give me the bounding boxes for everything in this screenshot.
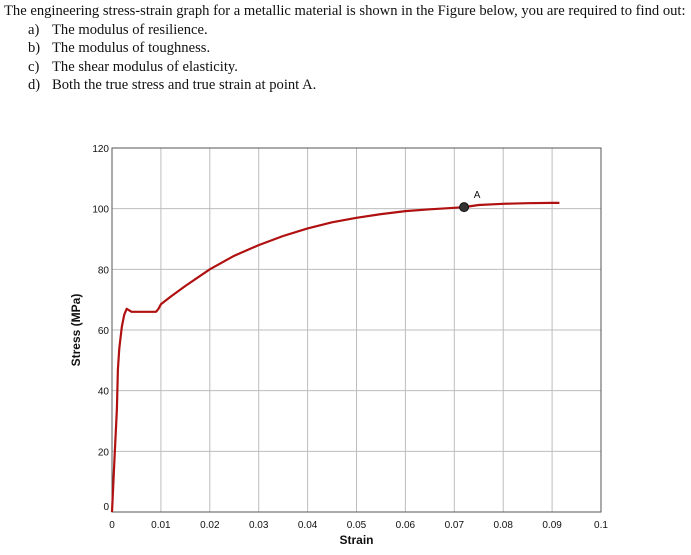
x-tick-label: 0.07 (445, 520, 465, 531)
part-label: d) (28, 77, 41, 93)
y-tick-label: 40 (98, 387, 110, 398)
x-tick-label: 0.01 (151, 520, 171, 531)
part-label: b) (28, 40, 41, 56)
plot-frame (111, 147, 602, 513)
x-tick-label: 0.09 (542, 520, 562, 531)
y-tick-labels: 0 20 40 60 80 100 120 (92, 144, 109, 513)
stress-strain-curve (110, 201, 560, 513)
question-part-d: d) Both the true stress and true strain a… (28, 76, 688, 95)
question-parts: a) The modulus of resilience. b) The modul… (4, 21, 688, 95)
x-tick-label: 0.1 (594, 520, 608, 531)
question-part-c: c) The shear modulus of elasticity. (28, 58, 688, 77)
y-tick-label: 60 (98, 326, 110, 337)
part-text: The modulus of resilience. (52, 21, 208, 38)
part-text: The shear modulus of elasticity. (52, 58, 238, 75)
part-label: a) (28, 21, 40, 38)
question-text: The engineering stress-strain graph for … (4, 2, 688, 95)
y-tick-label: 0 (103, 502, 109, 513)
y-axis-label: Stress (MPa) (69, 294, 83, 367)
question-part-b: b) The modulus of toughness. (28, 39, 688, 58)
question-part-a: a) The modulus of resilience. (28, 21, 688, 40)
question-intro: The engineering stress-strain graph for … (4, 3, 686, 19)
part-text: Both the true stress and true strain at … (52, 77, 317, 93)
x-axis-label: Strain (339, 533, 373, 547)
part-text: The modulus of toughness. (52, 40, 211, 56)
point-a-marker (459, 202, 470, 213)
x-tick-label: 0.03 (249, 520, 269, 531)
point-a-label: A (474, 190, 481, 201)
part-label: c) (28, 58, 40, 75)
x-tick-label: 0.05 (347, 520, 367, 531)
x-tick-label: 0.06 (396, 520, 416, 531)
x-tick-label: 0.02 (200, 520, 220, 531)
y-tick-label: 80 (98, 265, 110, 276)
x-tick-label: 0.08 (493, 520, 513, 531)
y-tick-label: 120 (92, 144, 109, 155)
x-tick-labels: 0 0.01 0.02 0.03 0.04 0.05 0.06 0.07 0.08 0.09 0.1 (109, 520, 608, 531)
y-tick-label: 20 (98, 447, 110, 458)
y-tick-label: 100 (92, 205, 109, 216)
x-tick-label: 0 (109, 520, 115, 531)
x-tick-label: 0.04 (298, 520, 318, 531)
grid (112, 148, 601, 512)
